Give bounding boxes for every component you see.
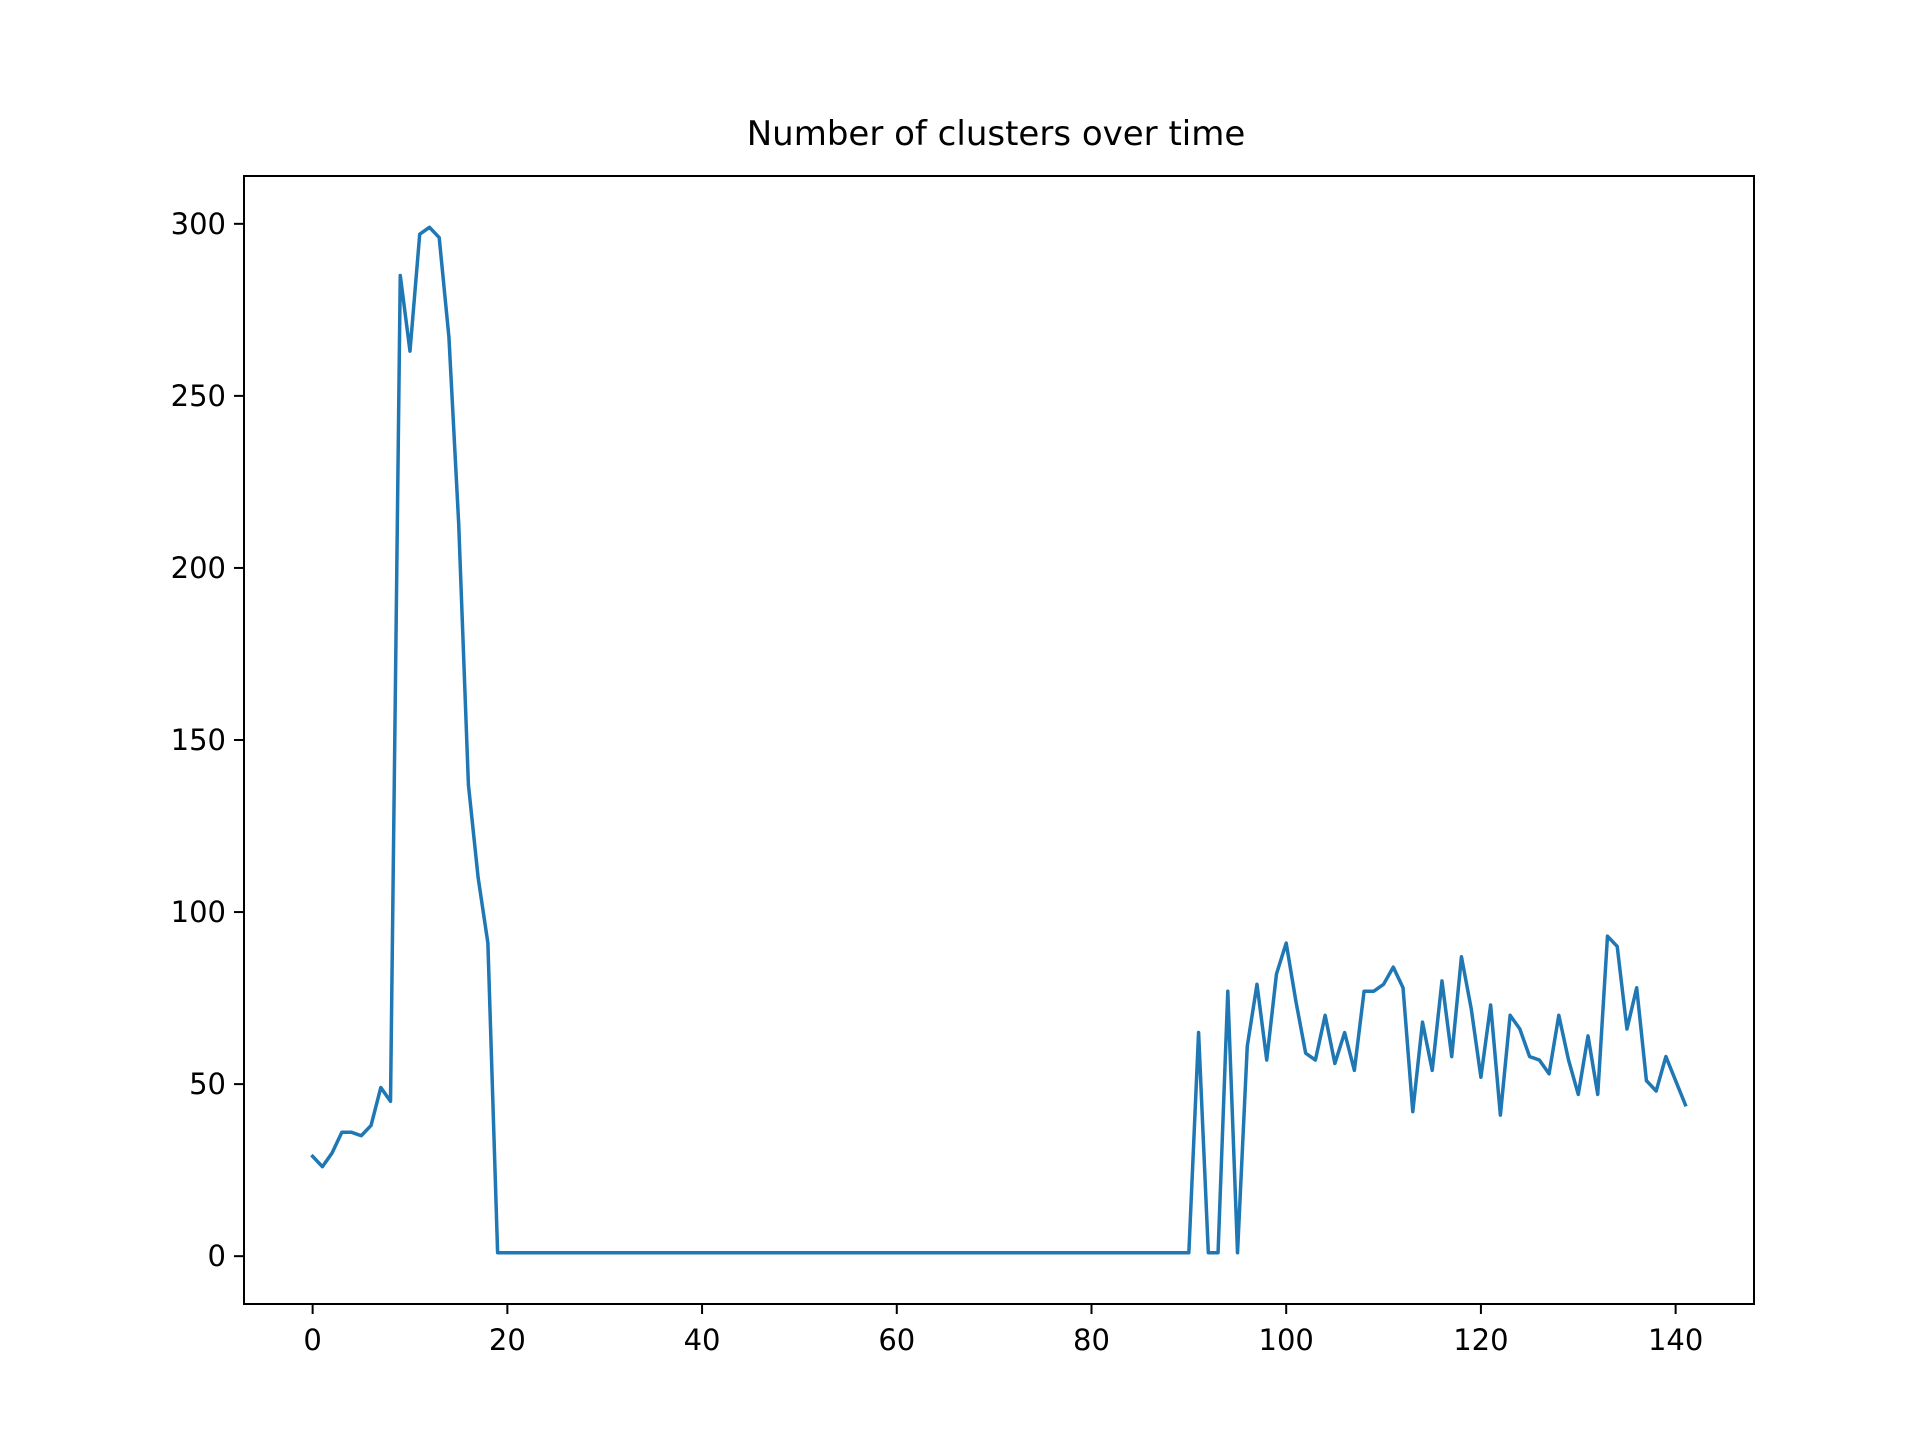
x-tick-label: 20 [489,1323,526,1357]
x-tick-label: 40 [684,1323,721,1357]
x-tick-label: 60 [878,1323,915,1357]
y-tick-label: 150 [171,723,226,757]
x-axis: 0 20 40 60 80 100 120 140 [303,1304,1703,1357]
series-layer [310,225,1688,1255]
y-tick-label: 0 [208,1239,226,1273]
x-tick-label: 100 [1259,1323,1314,1357]
y-axis: 0 50 100 150 200 250 300 [171,207,244,1273]
y-tick-label: 300 [171,207,226,241]
y-tick-label: 100 [171,895,226,929]
x-tick-label: 140 [1648,1323,1703,1357]
x-tick-label: 120 [1453,1323,1508,1357]
x-tick-label: 80 [1073,1323,1110,1357]
x-tick-label: 0 [303,1323,321,1357]
y-tick-label: 250 [171,379,226,413]
y-tick-label: 200 [171,551,226,585]
series-line-0 [310,225,1688,1255]
y-tick-label: 50 [189,1067,226,1101]
plot-area-frame [243,175,1755,1305]
chart-title: Number of clusters over time [747,114,1246,154]
